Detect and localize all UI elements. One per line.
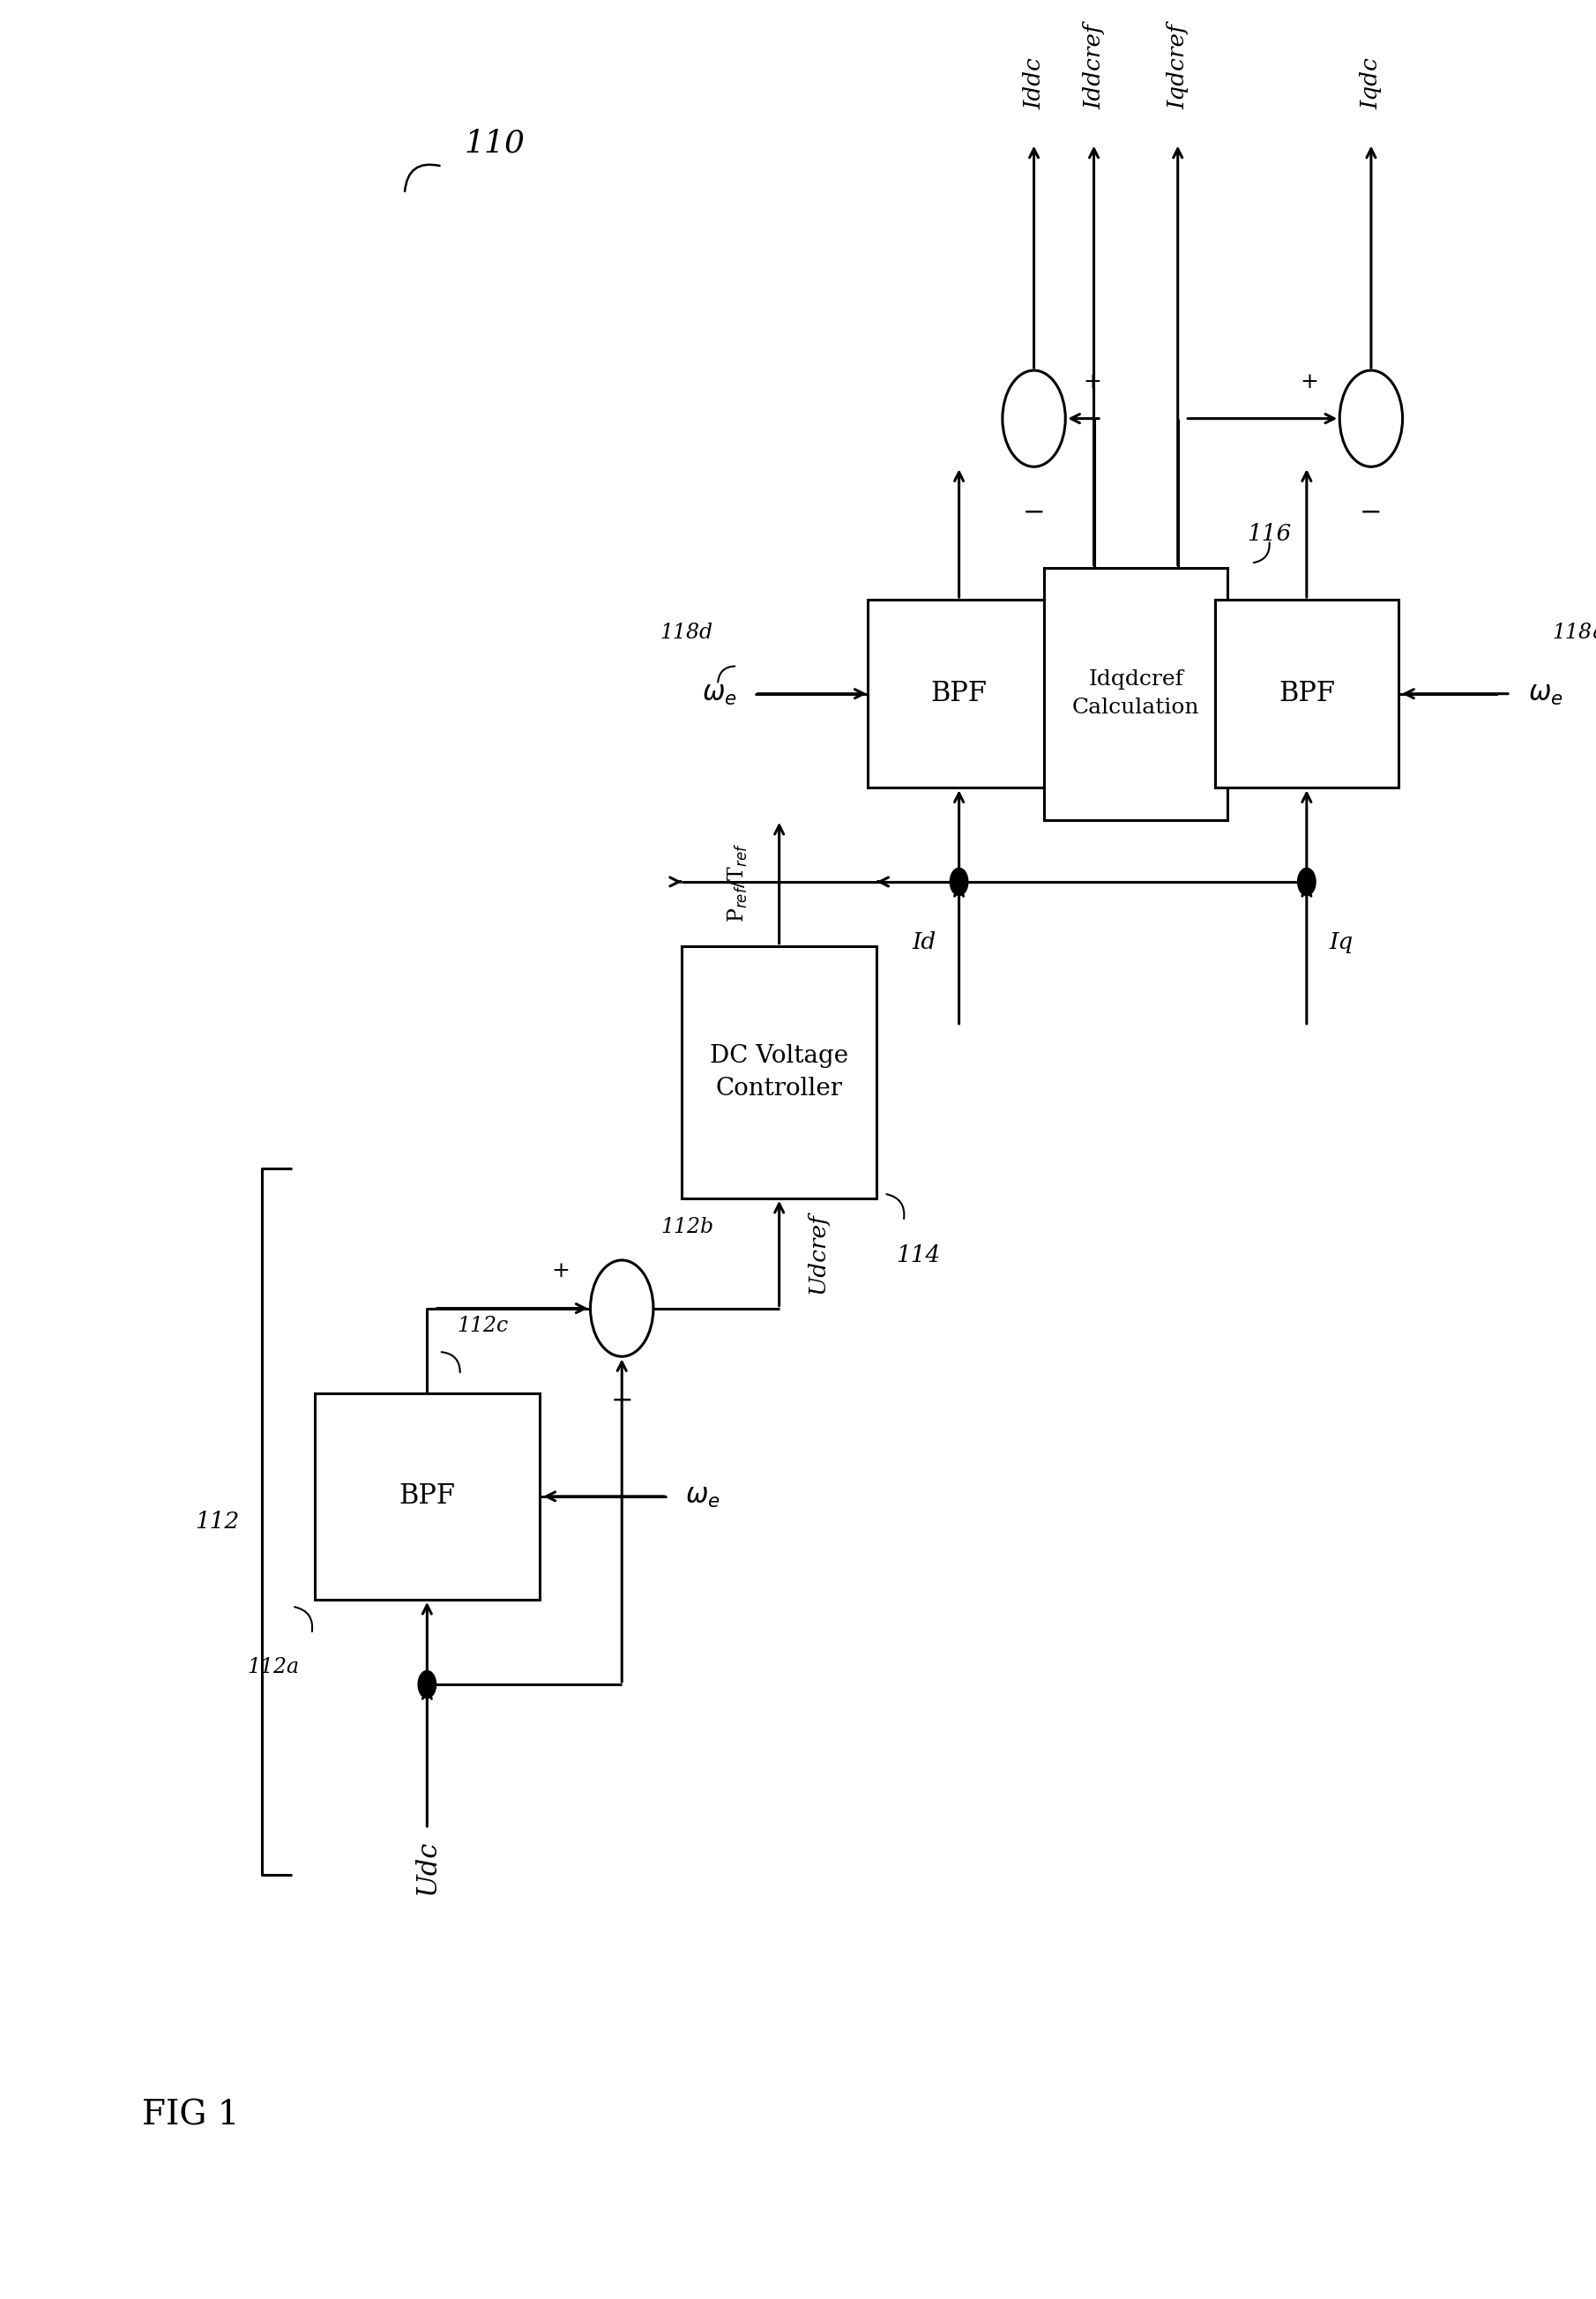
Text: DC Voltage
Controller: DC Voltage Controller [710,1044,849,1101]
Circle shape [1339,370,1403,467]
Text: BPF: BPF [1278,681,1334,708]
Text: 112: 112 [195,1510,239,1533]
Text: $\omega_e$: $\omega_e$ [685,1483,720,1510]
Bar [1044,568,1227,821]
Circle shape [1298,869,1315,897]
Text: BPF: BPF [399,1483,455,1510]
Text: Iq: Iq [1329,931,1353,954]
Circle shape [418,1671,436,1699]
Text: $\omega_e$: $\omega_e$ [1529,681,1564,708]
Circle shape [950,869,969,897]
Text: 118q: 118q [1553,623,1596,644]
Circle shape [591,1260,653,1356]
Text: +: + [551,1262,570,1283]
Bar [681,945,876,1198]
Text: Idqdcref
Calculation: Idqdcref Calculation [1073,669,1200,717]
Text: 112b: 112b [661,1216,713,1237]
Text: −: − [1023,499,1045,526]
Text: $\omega_e$: $\omega_e$ [702,681,737,708]
Text: Iddc: Iddc [1023,57,1045,108]
Text: 116: 116 [1246,522,1291,545]
Bar [1215,600,1398,789]
Text: BPF: BPF [930,681,988,708]
Text: −: − [1360,499,1382,526]
Text: Udc: Udc [413,1841,440,1894]
Text: 112c: 112c [456,1315,509,1336]
Text: Iqdc: Iqdc [1360,57,1382,108]
Text: +: + [1084,372,1101,393]
Text: 112a: 112a [247,1658,300,1678]
Bar [868,600,1050,789]
Bar [314,1393,539,1600]
Text: 110: 110 [464,129,525,159]
Text: +: + [1301,372,1318,393]
Text: Iqdcref: Iqdcref [1167,23,1189,108]
Circle shape [1002,370,1066,467]
Text: Id: Id [913,931,937,954]
Text: −: − [611,1386,634,1414]
Text: Udcref: Udcref [806,1214,828,1294]
Text: Iddcref: Iddcref [1082,23,1104,108]
Text: 118d: 118d [661,623,713,644]
Text: FIG 1: FIG 1 [142,2099,239,2131]
Text: 114: 114 [897,1244,940,1267]
Text: P$_{ref}$/T$_{ref}$: P$_{ref}$/T$_{ref}$ [726,844,749,922]
